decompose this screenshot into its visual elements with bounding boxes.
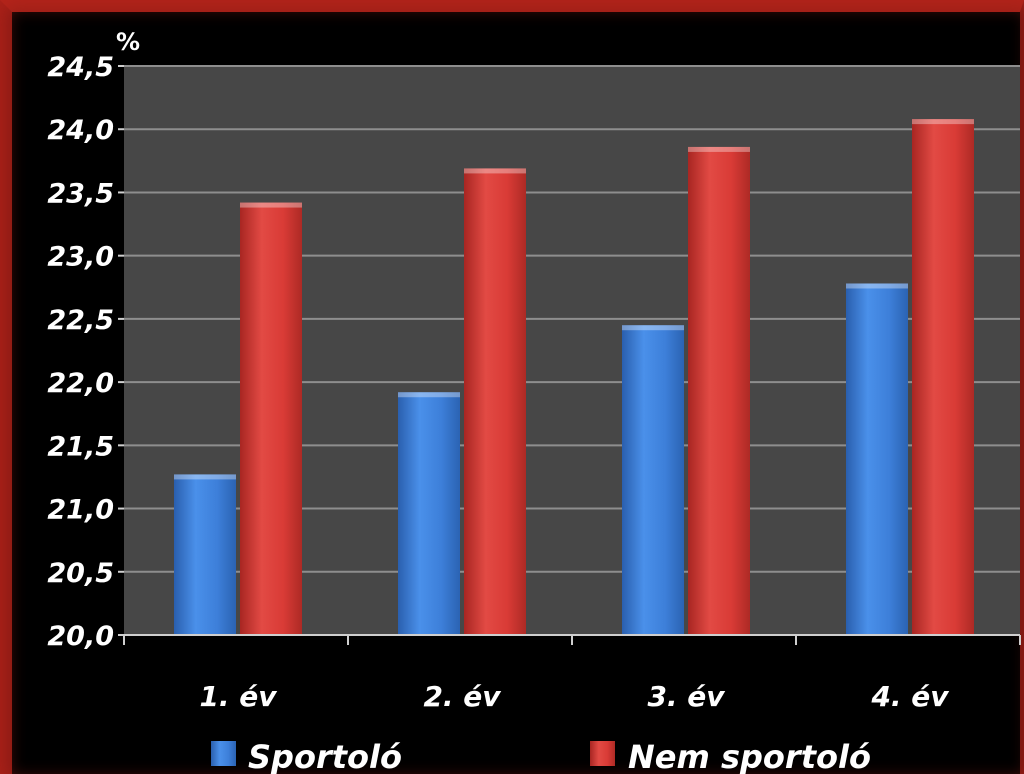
y-axis-tick-labels: 20,0 20,5 21,0 21,5 22,0 22,5 23,0 23,5 24,0 24,5 [47, 52, 114, 652]
x-category-label: 2. év [423, 680, 501, 713]
y-unit-label: % [116, 28, 140, 56]
bar-top-highlight [846, 283, 908, 289]
y-tick-label: 20,0 [47, 621, 114, 652]
bars [174, 119, 974, 636]
bar-nem-sportolo-4 [912, 119, 974, 635]
y-tick-label: 23,5 [47, 178, 114, 209]
bar-nem-sportolo-3 [688, 146, 750, 635]
y-tick-label: 24,5 [47, 52, 114, 83]
y-tick-label: 22,5 [47, 305, 114, 336]
bar-top-highlight [912, 119, 974, 125]
legend-label-sportolo: Sportoló [248, 738, 402, 774]
bar-nem-sportolo-2 [464, 168, 526, 636]
bar-top-highlight [688, 146, 750, 152]
bar-top-highlight [622, 325, 684, 331]
bar-sportolo-3 [622, 325, 684, 635]
legend-label-nem-sportolo: Nem sportoló [628, 738, 871, 774]
legend: Sportoló Nem sportoló [211, 738, 871, 774]
bar-top-highlight [464, 168, 526, 174]
legend-swatch-nem-sportolo [590, 741, 615, 766]
bar-sportolo-1 [174, 474, 236, 635]
x-axis-category-labels: 1. év 2. év 3. év 4. év [199, 680, 949, 713]
bar-sportolo-4 [846, 283, 908, 635]
y-tick-label: 21,0 [47, 495, 114, 526]
y-tick-label: 21,5 [47, 431, 114, 462]
y-tick-label: 24,0 [47, 115, 114, 146]
bar-top-highlight [398, 392, 460, 398]
legend-swatch-sportolo [211, 741, 236, 766]
bar-sportolo-2 [398, 392, 460, 635]
y-tick-label: 20,5 [47, 558, 114, 589]
x-category-label: 4. év [870, 680, 949, 713]
x-category-label: 3. év [647, 680, 725, 713]
y-tick-label: 23,0 [47, 242, 114, 273]
bar-top-highlight [240, 202, 302, 208]
bar-nem-sportolo-1 [240, 202, 302, 635]
x-axis-ticks [118, 65, 1021, 645]
x-category-label: 1. év [199, 680, 277, 713]
bar-top-highlight [174, 474, 236, 480]
y-tick-label: 22,0 [47, 368, 114, 399]
